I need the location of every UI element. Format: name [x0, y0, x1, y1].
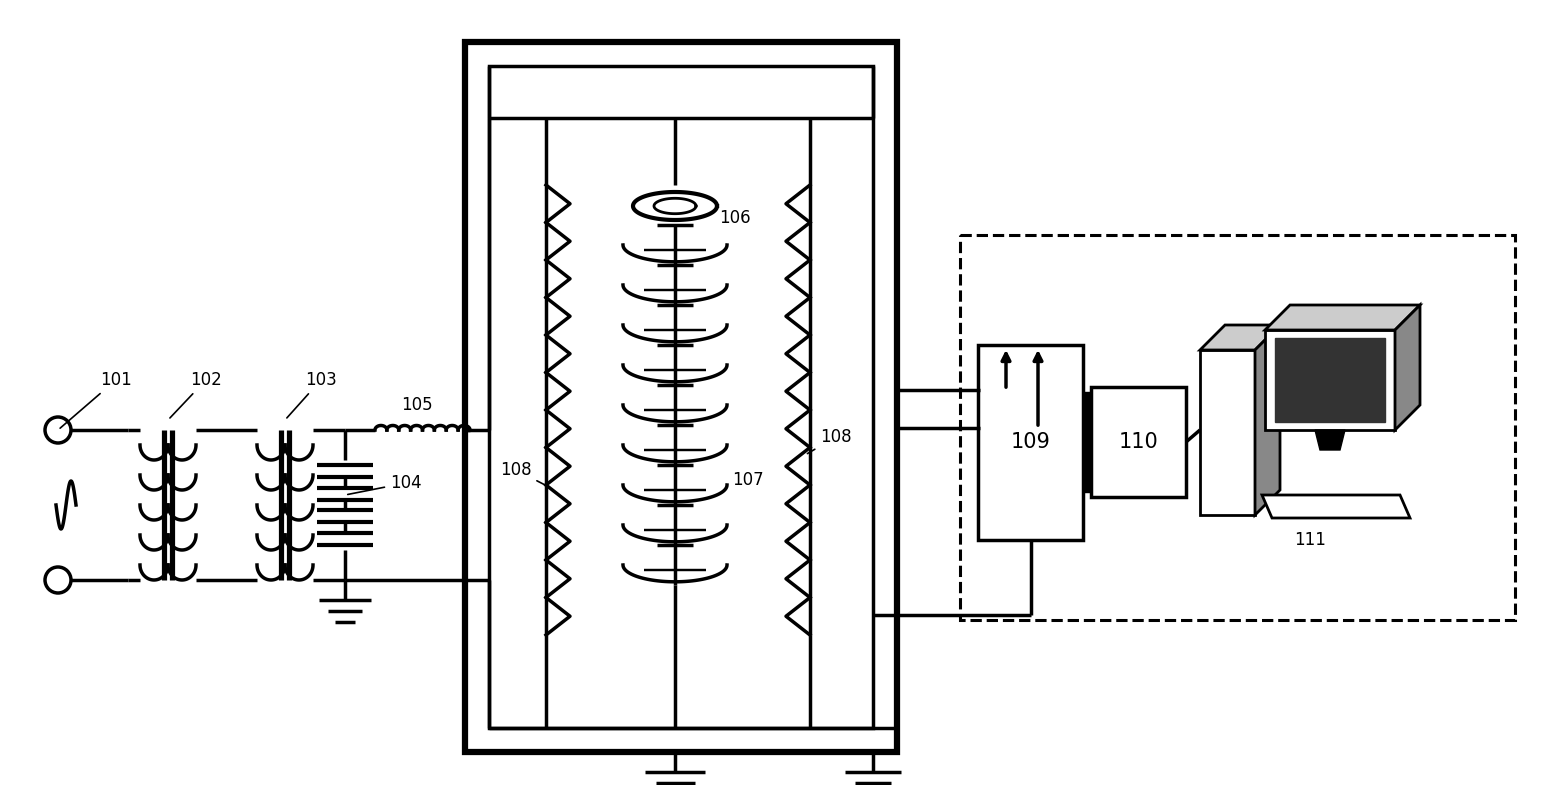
Polygon shape: [1083, 392, 1091, 492]
Polygon shape: [1265, 330, 1395, 430]
Polygon shape: [1256, 325, 1280, 515]
Text: 101: 101: [61, 371, 132, 428]
Bar: [489, 66, 872, 728]
Text: 108: 108: [500, 461, 548, 487]
Bar: [961, 235, 1515, 620]
Polygon shape: [1200, 350, 1256, 515]
Polygon shape: [1262, 495, 1411, 518]
Text: 109: 109: [1010, 433, 1051, 452]
Text: 104: 104: [348, 474, 422, 495]
Text: 103: 103: [287, 371, 337, 418]
Bar: [978, 345, 1083, 540]
Text: 107: 107: [733, 471, 764, 489]
Polygon shape: [1315, 430, 1346, 450]
Text: 105: 105: [400, 396, 433, 414]
Polygon shape: [1395, 305, 1420, 430]
Text: 108: 108: [807, 428, 852, 454]
Bar: [1091, 387, 1186, 497]
Polygon shape: [1200, 325, 1280, 350]
Text: 102: 102: [169, 371, 222, 418]
Polygon shape: [1276, 338, 1384, 422]
Polygon shape: [1265, 305, 1420, 330]
Bar: [466, 42, 897, 752]
Text: 111: 111: [1294, 531, 1325, 549]
Text: 106: 106: [719, 209, 751, 227]
Text: 110: 110: [1119, 432, 1158, 452]
